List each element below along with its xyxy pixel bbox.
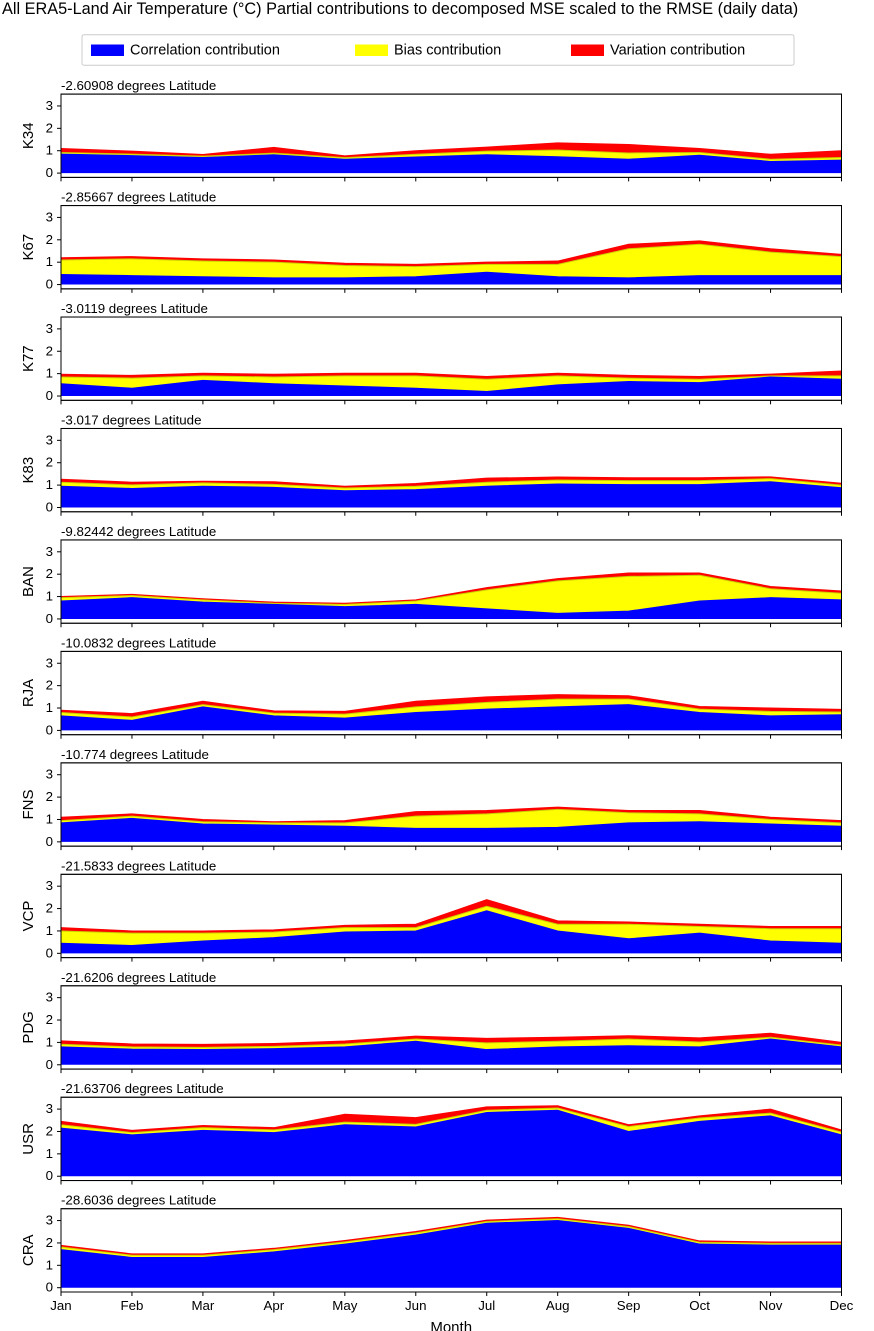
- svg-text:1: 1: [46, 1034, 53, 1049]
- svg-text:0: 0: [46, 165, 53, 180]
- svg-text:Nov: Nov: [759, 1298, 783, 1313]
- svg-text:-3.017 degrees Latitude: -3.017 degrees Latitude: [61, 413, 201, 428]
- svg-text:Apr: Apr: [264, 1298, 285, 1313]
- svg-text:1: 1: [46, 143, 53, 158]
- svg-text:3: 3: [46, 209, 53, 224]
- svg-text:3: 3: [46, 1213, 53, 1228]
- svg-text:3: 3: [46, 655, 53, 670]
- svg-text:3: 3: [46, 1101, 53, 1116]
- svg-text:RJA: RJA: [20, 679, 37, 707]
- svg-text:3: 3: [46, 767, 53, 782]
- svg-text:Mar: Mar: [191, 1298, 214, 1313]
- svg-text:1: 1: [46, 589, 53, 604]
- svg-text:1: 1: [46, 1257, 53, 1272]
- svg-text:0: 0: [46, 1168, 53, 1183]
- svg-text:May: May: [332, 1298, 357, 1313]
- svg-text:K34: K34: [20, 122, 37, 149]
- svg-text:1: 1: [46, 923, 53, 938]
- svg-text:Sep: Sep: [617, 1298, 641, 1313]
- svg-text:2: 2: [46, 1012, 53, 1027]
- svg-text:0: 0: [46, 1057, 53, 1072]
- svg-text:0: 0: [46, 722, 53, 737]
- svg-text:Jun: Jun: [405, 1298, 426, 1313]
- svg-text:Dec: Dec: [830, 1298, 854, 1313]
- svg-text:All ERA5-Land Air Temperature: All ERA5-Land Air Temperature (°C) Parti…: [2, 0, 798, 18]
- svg-text:-21.63706 degrees Latitude: -21.63706 degrees Latitude: [61, 1081, 224, 1096]
- svg-text:-21.5833 degrees Latitude: -21.5833 degrees Latitude: [61, 858, 216, 873]
- svg-text:3: 3: [46, 990, 53, 1005]
- svg-text:2: 2: [46, 232, 53, 247]
- svg-text:Oct: Oct: [689, 1298, 710, 1313]
- svg-text:0: 0: [46, 611, 53, 626]
- svg-text:1: 1: [46, 254, 53, 269]
- svg-text:3: 3: [46, 98, 53, 113]
- svg-text:Bias contribution: Bias contribution: [394, 43, 501, 59]
- svg-text:2: 2: [46, 789, 53, 804]
- svg-text:-10.0832 degrees Latitude: -10.0832 degrees Latitude: [61, 635, 216, 650]
- svg-text:0: 0: [46, 388, 53, 403]
- svg-text:-9.82442 degrees Latitude: -9.82442 degrees Latitude: [61, 524, 216, 539]
- svg-text:2: 2: [46, 901, 53, 916]
- svg-text:-2.60908 degrees Latitude: -2.60908 degrees Latitude: [61, 78, 216, 93]
- svg-text:3: 3: [46, 878, 53, 893]
- svg-text:3: 3: [46, 544, 53, 559]
- svg-text:2: 2: [46, 120, 53, 135]
- svg-text:3: 3: [46, 321, 53, 336]
- svg-text:1: 1: [46, 1146, 53, 1161]
- svg-text:0: 0: [46, 834, 53, 849]
- svg-text:Jul: Jul: [478, 1298, 495, 1313]
- svg-text:0: 0: [46, 945, 53, 960]
- svg-text:VCP: VCP: [20, 901, 37, 932]
- svg-text:2: 2: [46, 566, 53, 581]
- svg-text:K77: K77: [20, 345, 37, 372]
- svg-text:Month: Month: [430, 1319, 472, 1331]
- svg-text:CRA: CRA: [20, 1234, 37, 1266]
- svg-text:2: 2: [46, 678, 53, 693]
- svg-text:Feb: Feb: [120, 1298, 143, 1313]
- svg-text:USR: USR: [20, 1123, 37, 1155]
- svg-text:1: 1: [46, 477, 53, 492]
- svg-text:BAN: BAN: [20, 566, 37, 597]
- svg-text:0: 0: [46, 277, 53, 292]
- svg-text:2: 2: [46, 343, 53, 358]
- svg-text:-21.6206 degrees Latitude: -21.6206 degrees Latitude: [61, 970, 216, 985]
- svg-text:-10.774 degrees Latitude: -10.774 degrees Latitude: [61, 747, 209, 762]
- svg-text:K83: K83: [20, 457, 37, 484]
- svg-text:Jan: Jan: [50, 1298, 71, 1313]
- svg-text:-28.6036 degrees Latitude: -28.6036 degrees Latitude: [61, 1193, 216, 1208]
- svg-text:3: 3: [46, 432, 53, 447]
- svg-text:Aug: Aug: [546, 1298, 570, 1313]
- svg-text:1: 1: [46, 811, 53, 826]
- svg-text:1: 1: [46, 366, 53, 381]
- svg-text:2: 2: [46, 1235, 53, 1250]
- svg-text:0: 0: [46, 499, 53, 514]
- svg-text:K67: K67: [20, 234, 37, 261]
- svg-text:PDG: PDG: [20, 1011, 37, 1044]
- svg-text:FNS: FNS: [20, 790, 37, 820]
- svg-text:2: 2: [46, 1123, 53, 1138]
- svg-text:-2.85667 degrees Latitude: -2.85667 degrees Latitude: [61, 190, 216, 205]
- svg-text:0: 0: [46, 1280, 53, 1295]
- svg-text:Correlation contribution: Correlation contribution: [130, 43, 280, 59]
- svg-text:-3.0119 degrees Latitude: -3.0119 degrees Latitude: [61, 301, 208, 316]
- svg-text:Variation contribution: Variation contribution: [610, 43, 745, 59]
- svg-text:1: 1: [46, 700, 53, 715]
- svg-text:2: 2: [46, 455, 53, 470]
